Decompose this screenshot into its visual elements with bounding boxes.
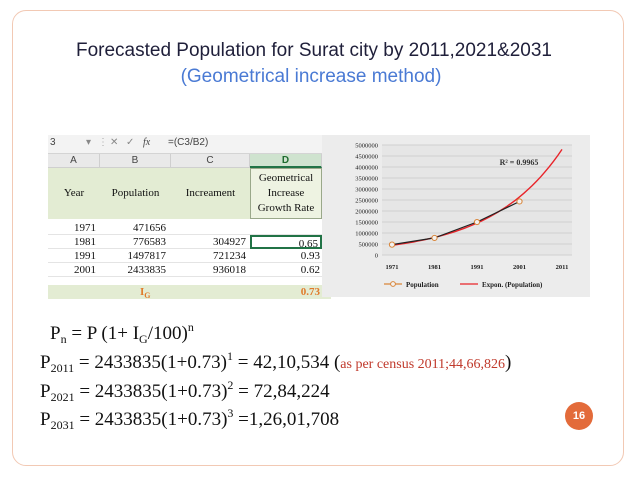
y-tick-label: 2000000: [355, 209, 378, 216]
ig-value[interactable]: 0.73: [300, 286, 320, 298]
x-tick-label: 2011: [556, 264, 569, 271]
x-tick-label: 1991: [471, 264, 484, 271]
cell-population[interactable]: 471656: [133, 222, 166, 234]
header-increment[interactable]: Increament: [185, 187, 236, 199]
y-tick-label: 0: [375, 253, 378, 260]
formula-2031: P2031 = 2433835(1+0.73)3 =1,26,01,708: [40, 406, 340, 432]
cell-growth[interactable]: 0.62: [300, 264, 320, 276]
population-line: [391, 200, 520, 246]
y-tick-label: 3000000: [355, 187, 378, 194]
formula-2011: P2011 = 2433835(1+0.73)1 = 42,10,534 (as…: [40, 349, 512, 375]
cell-year[interactable]: 1991: [74, 250, 96, 262]
y-tick-label: 1500000: [355, 220, 378, 227]
x-tick-label: 1981: [428, 264, 441, 271]
column-header-d[interactable]: D: [250, 154, 322, 168]
column-header-c[interactable]: C: [171, 154, 250, 168]
y-tick-label: 500000: [359, 242, 379, 249]
population-point: [388, 241, 396, 248]
slide-subtitle: (Geometrical increase method): [180, 66, 442, 87]
slide-title: Forecasted Population for Surat city by …: [75, 40, 552, 61]
selected-cell-growth[interactable]: 0.65: [250, 235, 322, 250]
y-tick-label: 4000000: [355, 165, 378, 172]
column-header-a[interactable]: A: [48, 154, 100, 168]
cell-year[interactable]: 1971: [74, 222, 96, 234]
formula-input[interactable]: =(C3/B2): [168, 137, 209, 148]
table-row: 1981 776583 304927 0.65: [48, 235, 331, 250]
cell-year[interactable]: 2001: [74, 264, 96, 276]
r-squared-annotation: R² = 0.9965: [500, 158, 539, 167]
y-tick-label: 2500000: [355, 198, 378, 205]
enter-icon[interactable]: ✓: [126, 137, 135, 148]
page-number: 16: [565, 402, 593, 430]
cell-increment[interactable]: 936018: [213, 264, 246, 276]
more-icon: ⋮: [98, 137, 108, 148]
population-point: [473, 218, 481, 226]
formula-bar: 3 ▾ ⋮ ✕ ✓ fx =(C3/B2): [48, 135, 331, 154]
table-row: 2001 2433835 936018 0.62: [48, 263, 331, 277]
y-tick-label: 4500000: [355, 154, 378, 161]
chart-svg: 0 500000 1000000 1500000 2000000 2500000 30000…: [355, 143, 572, 289]
ig-label[interactable]: IG: [140, 286, 151, 301]
cell-population[interactable]: 776583: [133, 236, 166, 248]
spreadsheet: 3 ▾ ⋮ ✕ ✓ fx =(C3/B2) A B C D Year Popul…: [48, 135, 331, 301]
formula-general: Pn = P (1+ IG/100)n: [50, 320, 194, 346]
cell-population[interactable]: 1497817: [127, 250, 167, 262]
ig-row: IG 0.73: [48, 285, 331, 301]
cell-increment[interactable]: [171, 221, 246, 235]
formula-2021: P2021 = 2433835(1+0.73)2 = 72,84,224: [40, 378, 330, 404]
legend-population-label: Population: [406, 281, 439, 289]
y-tick-label: 5000000: [355, 143, 378, 150]
cell-increment[interactable]: 721234: [213, 250, 246, 262]
legend-population-marker: [390, 281, 396, 287]
cell-population[interactable]: 2433835: [127, 264, 167, 276]
cell-year[interactable]: 1981: [74, 236, 96, 248]
population-point: [516, 198, 523, 205]
table-row: 1971 471656: [48, 221, 331, 235]
cell-growth[interactable]: 0.93: [300, 250, 320, 262]
header-year[interactable]: Year: [63, 187, 85, 199]
cell-growth[interactable]: [250, 221, 320, 235]
name-box[interactable]: 3: [50, 137, 56, 148]
header-growth-rate[interactable]: Geometrical Increase Growth Rate: [250, 168, 322, 219]
x-tick-label: 2001: [513, 264, 526, 271]
census-note: as per census 2011;44,66,826: [340, 357, 506, 372]
slide-frame: [12, 10, 624, 466]
legend-trend-label: Expon. (Population): [482, 281, 543, 289]
cancel-icon[interactable]: ✕: [110, 137, 119, 148]
population-point: [431, 234, 438, 242]
cell-increment[interactable]: 304927: [213, 236, 246, 248]
y-tick-label: 1000000: [355, 231, 378, 238]
y-tick-label: 3500000: [355, 176, 378, 183]
header-population[interactable]: Population: [111, 187, 160, 199]
x-tick-label: 1971: [386, 264, 399, 271]
column-header-b[interactable]: B: [100, 154, 171, 168]
function-icon[interactable]: fx: [143, 137, 151, 148]
table-row: 1991 1497817 721234 0.93: [48, 249, 331, 263]
name-box-dropdown-icon[interactable]: ▾: [86, 137, 92, 148]
population-chart[interactable]: 0 500000 1000000 1500000 2000000 2500000 30000…: [322, 135, 590, 297]
